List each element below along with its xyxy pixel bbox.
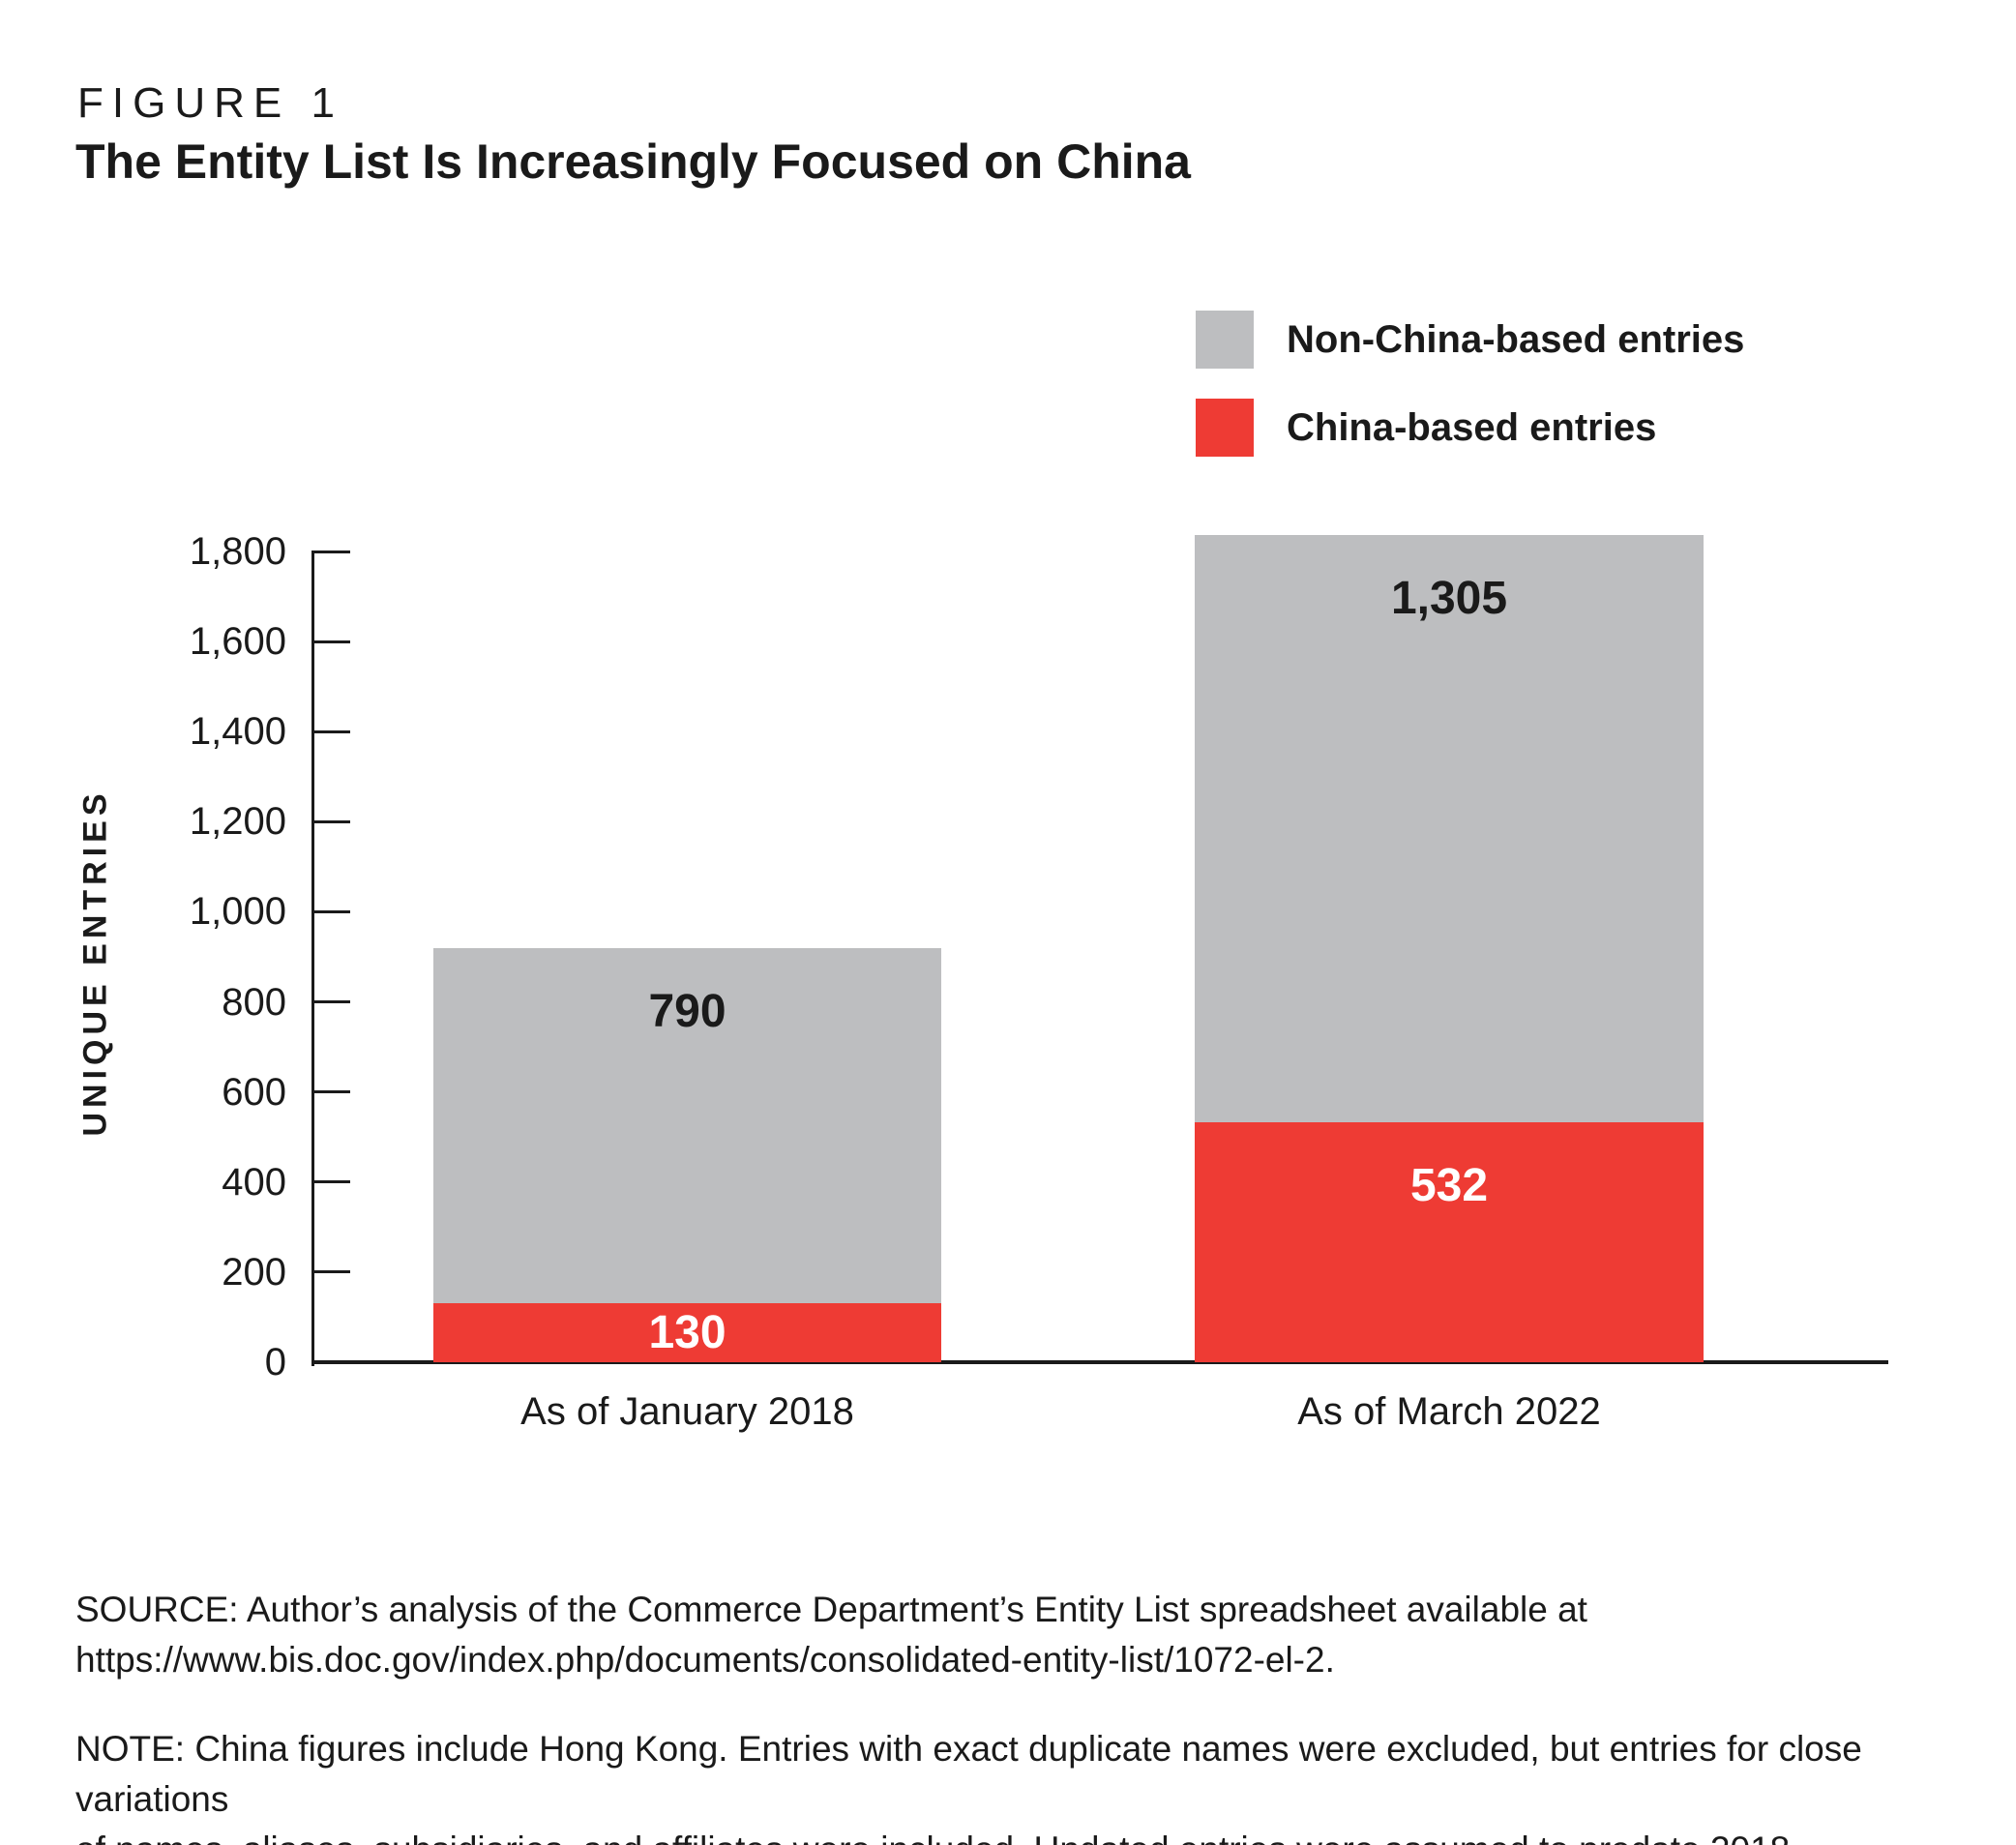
source-line-2: https://www.bis.doc.gov/index.php/docume… [75, 1640, 1335, 1680]
source-line-1: SOURCE: Author’s analysis of the Commerc… [75, 1590, 1587, 1629]
bar-segment-value: 130 [648, 1306, 726, 1358]
y-tick-label: 800 [222, 980, 286, 1024]
legend-item: Non-China-based entries [1196, 311, 1744, 369]
y-tick [311, 1180, 350, 1184]
y-tick [311, 1270, 350, 1274]
note-text: NOTE: China figures include Hong Kong. E… [75, 1724, 2016, 1845]
y-axis-line [311, 551, 314, 1366]
legend: Non-China-based entries China-based entri… [1196, 311, 1744, 487]
y-tick [311, 640, 350, 643]
x-category-label: As of March 2022 [1297, 1390, 1601, 1433]
bar-segment-value: 1,305 [1390, 572, 1508, 624]
y-tick [311, 1000, 350, 1004]
bar-segment-china: 130 [433, 1303, 941, 1362]
bar-segment-value: 790 [648, 985, 726, 1037]
source-text: SOURCE: Author’s analysis of the Commerc… [75, 1585, 1587, 1685]
legend-swatch-non-china [1196, 311, 1254, 369]
figure-label: FIGURE 1 [77, 79, 343, 127]
y-tick-label: 1,000 [189, 890, 286, 934]
bar-segment-non-china: 790 [433, 947, 941, 1304]
y-tick-label: 1,200 [189, 800, 286, 844]
y-tick [311, 909, 350, 913]
y-tick-label: 200 [222, 1250, 286, 1294]
x-axis-line [311, 1360, 1888, 1364]
bar-segment-non-china: 1,305 [1195, 534, 1704, 1123]
y-tick-label: 0 [264, 1341, 286, 1384]
note-line-1: NOTE: China figures include Hong Kong. E… [75, 1729, 1862, 1819]
bar-segment-china: 532 [1195, 1122, 1704, 1362]
legend-label: Non-China-based entries [1287, 317, 1745, 361]
chart-title: The Entity List Is Increasingly Focused … [75, 134, 1191, 189]
y-tick [311, 1090, 350, 1094]
y-tick [311, 729, 350, 733]
y-tick-label: 1,400 [189, 710, 286, 754]
y-tick-label: 600 [222, 1070, 286, 1114]
y-tick-label: 400 [222, 1160, 286, 1204]
y-tick-label: 1,800 [189, 530, 286, 573]
legend-item: China-based entries [1196, 399, 1744, 457]
legend-label: China-based entries [1287, 405, 1657, 449]
x-category-label: As of January 2018 [520, 1390, 854, 1433]
y-tick-label: 1,600 [189, 620, 286, 664]
y-tick [311, 819, 350, 823]
note-line-2: of names, aliases, subsidiaries, and aff… [75, 1825, 2016, 1845]
bar-segment-value: 532 [1409, 1160, 1489, 1212]
y-tick [311, 550, 350, 553]
legend-swatch-china [1196, 399, 1254, 457]
